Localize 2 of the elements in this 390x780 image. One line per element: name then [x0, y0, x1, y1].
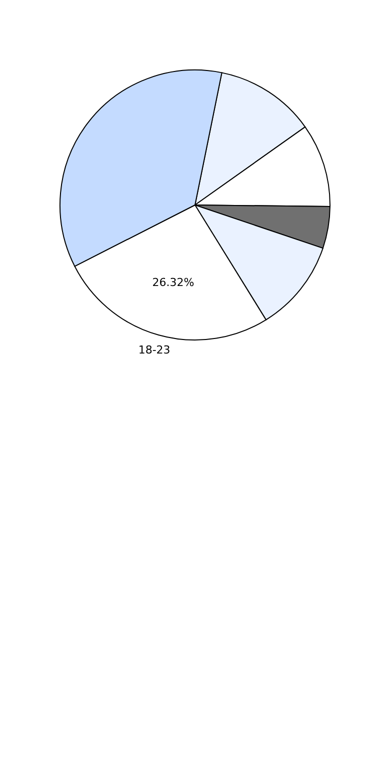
- slice-label: 18-23: [138, 343, 170, 356]
- data-label: 26.32%: [152, 276, 194, 290]
